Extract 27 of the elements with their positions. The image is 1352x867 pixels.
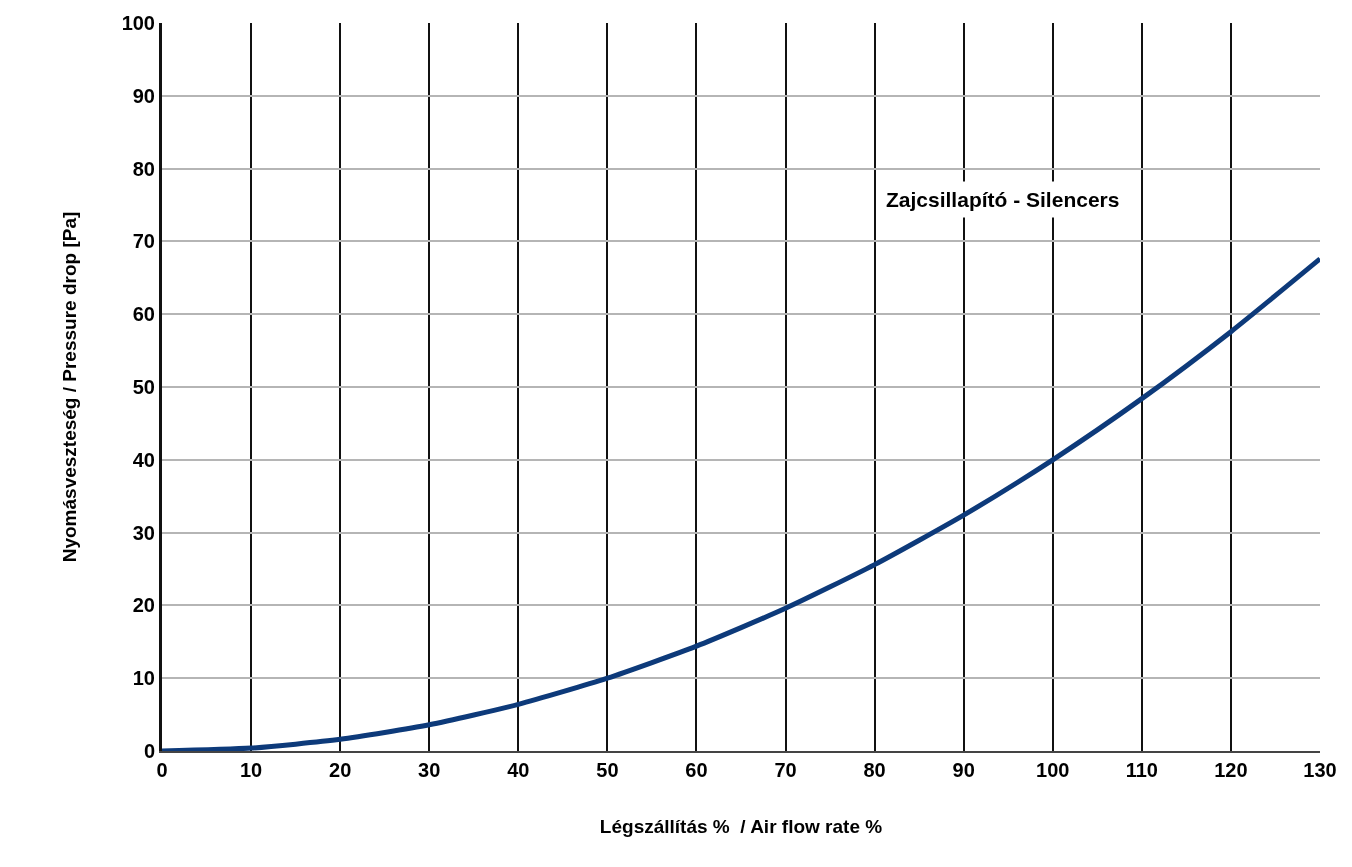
x-tick-label: 130 bbox=[1303, 759, 1337, 781]
x-tick-label: 40 bbox=[507, 759, 530, 781]
x-tick-label: 80 bbox=[863, 759, 886, 781]
y-tick-label: 20 bbox=[132, 594, 155, 617]
x-tick-label: 70 bbox=[774, 759, 797, 781]
x-tick-label: 100 bbox=[1036, 759, 1070, 781]
y-tick-label: 90 bbox=[132, 84, 155, 107]
y-tick-label: 70 bbox=[132, 230, 155, 253]
x-tick-label: 10 bbox=[239, 759, 263, 781]
y-tick-label: 60 bbox=[132, 303, 155, 326]
y-tick-label: 100 bbox=[121, 12, 155, 34]
y-axis-title: Nyomásveszteség / Pressure drop [Pa] bbox=[59, 211, 81, 563]
x-axis-title: Légszállítás % / Air flow rate % bbox=[599, 816, 883, 838]
x-tick-label: 50 bbox=[596, 759, 619, 781]
y-tick-label: 0 bbox=[143, 740, 155, 762]
y-tick-label: 10 bbox=[132, 667, 155, 690]
annotation: Zajcsillapító - Silencers bbox=[886, 188, 1120, 211]
x-tick-label: 30 bbox=[418, 759, 441, 781]
x-tick-label: 120 bbox=[1214, 759, 1248, 781]
x-tick-label: 90 bbox=[952, 759, 975, 781]
x-tick-label: 60 bbox=[685, 759, 708, 781]
y-tick-label: 40 bbox=[132, 448, 155, 471]
y-tick-label: 50 bbox=[132, 376, 155, 398]
y-tick-label: 30 bbox=[132, 521, 155, 544]
x-tick-label: 20 bbox=[329, 759, 352, 781]
x-tick-label: 110 bbox=[1125, 759, 1158, 781]
y-tick-label: 80 bbox=[132, 157, 155, 180]
